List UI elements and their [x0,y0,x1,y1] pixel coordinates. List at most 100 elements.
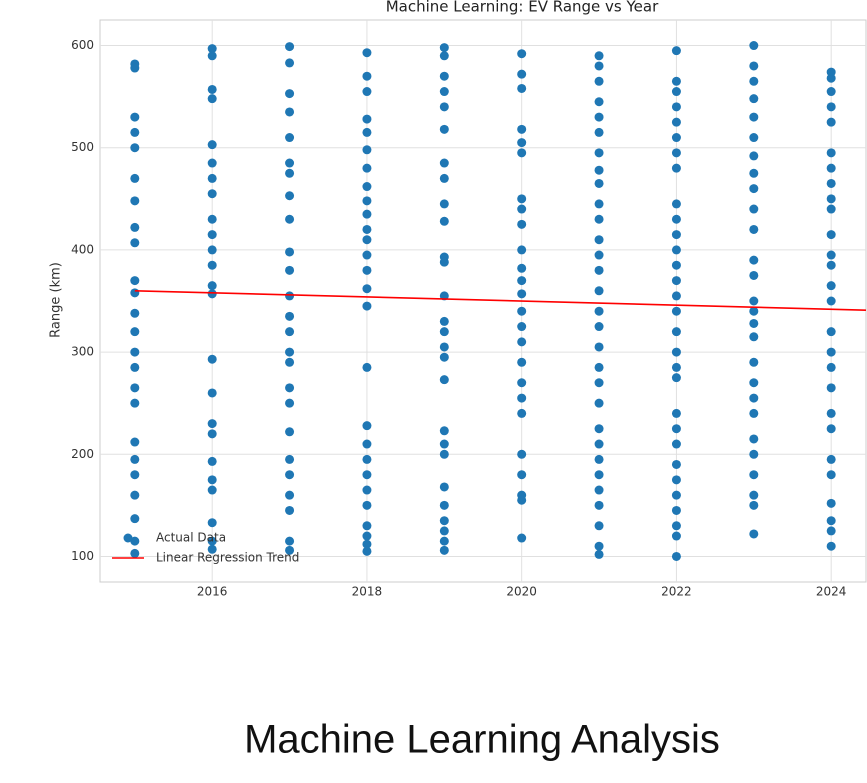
data-point [671,291,681,301]
data-point [671,408,681,418]
data-point [207,354,217,364]
data-point [285,158,295,168]
data-point [130,362,140,372]
data-point [594,454,604,464]
data-point [594,61,604,71]
data-point [207,429,217,439]
data-point [594,322,604,332]
data-point [671,260,681,270]
data-point [594,127,604,137]
data-point [671,373,681,383]
data-point [130,63,140,73]
data-point [130,276,140,286]
data-point [439,327,449,337]
data-point [362,71,372,81]
data-point [594,199,604,209]
data-point [671,245,681,255]
data-point [594,265,604,275]
data-point [749,449,759,459]
data-point [594,398,604,408]
data-point [362,224,372,234]
data-point [671,87,681,97]
data-point [594,112,604,122]
data-point [130,454,140,464]
data-point [362,301,372,311]
data-point [594,250,604,260]
data-point [594,378,604,388]
data-point [826,296,836,306]
data-point [285,357,295,367]
data-point [826,87,836,97]
data-point [362,521,372,531]
data-point [826,408,836,418]
data-point [826,73,836,83]
data-point [594,342,604,352]
y-tick-label: 500 [71,140,94,154]
data-point [517,495,527,505]
data-point [594,97,604,107]
data-point [439,439,449,449]
data-point [517,138,527,148]
data-point [671,133,681,143]
data-point [749,204,759,214]
x-tick-label: 2016 [197,585,228,599]
data-point [826,383,836,393]
data-point [671,76,681,86]
data-point [594,541,604,551]
data-point [749,76,759,86]
data-point [594,235,604,245]
data-point [671,521,681,531]
data-point [439,71,449,81]
data-point [749,168,759,178]
data-point [749,94,759,104]
data-point [130,383,140,393]
data-point [749,255,759,265]
data-point [285,191,295,201]
data-point [207,388,217,398]
data-point [671,459,681,469]
data-point [826,117,836,127]
data-point [362,421,372,431]
data-point [749,318,759,328]
data-point [826,260,836,270]
data-point [207,281,217,291]
data-point [285,327,295,337]
data-point [130,490,140,500]
data-point [749,61,759,71]
data-point [749,133,759,143]
data-point [130,514,140,524]
data-point [517,393,527,403]
caption: Machine Learning Analysis [244,718,720,762]
data-point [826,148,836,158]
data-point [362,485,372,495]
data-point [130,327,140,337]
data-point [439,173,449,183]
data-point [362,145,372,155]
legend-label: Actual Data [156,531,226,545]
data-point [362,127,372,137]
data-point [749,393,759,403]
data-point [671,276,681,286]
data-point [671,306,681,316]
data-point [671,490,681,500]
data-point [130,196,140,206]
data-point [439,342,449,352]
data-point [826,204,836,214]
data-point [826,362,836,372]
data-point [130,347,140,357]
data-point [207,140,217,150]
data-point [207,518,217,528]
data-point [285,89,295,99]
data-point [671,551,681,561]
data-point [439,43,449,53]
data-point [285,42,295,52]
data-point [749,296,759,306]
data-point [749,41,759,51]
data-point [826,424,836,434]
data-point [285,347,295,357]
data-point [362,163,372,173]
data-point [285,454,295,464]
x-tick-label: 2022 [661,585,692,599]
data-point [594,485,604,495]
